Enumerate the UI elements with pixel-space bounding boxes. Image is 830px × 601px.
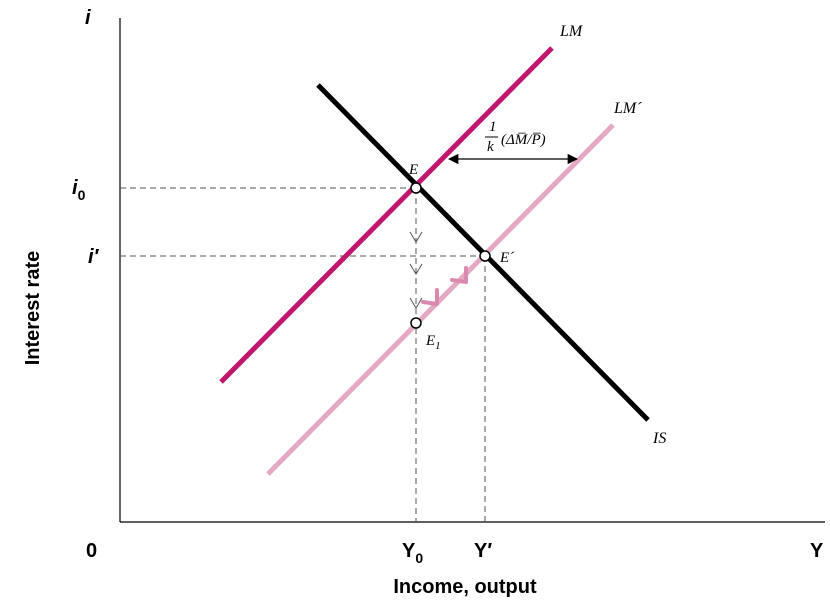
label-e1-base: E (425, 333, 435, 349)
down-arrows (409, 231, 423, 309)
tick-y0-base: Y (402, 540, 416, 562)
tick-y0-sub: 0 (415, 550, 423, 566)
x-axis-end-label: Y (810, 540, 824, 562)
path-arrow-2 (450, 266, 468, 284)
y-axis-top-label: i (85, 7, 91, 29)
shift-label-numerator: 1 (489, 119, 497, 135)
lm-prime-curve (266, 123, 615, 476)
point-e (410, 182, 422, 194)
lm-curve (219, 46, 554, 384)
label-e1: E1 (425, 333, 441, 352)
shift-label-expression: (ΔM̅/P̅) (501, 132, 546, 148)
tick-y-prime: Y′ (474, 540, 492, 562)
label-e: E (408, 162, 418, 178)
tick-i0-base: i (72, 177, 78, 199)
label-lm-prime: LM´ (613, 100, 642, 117)
shift-label: 1 k (ΔM̅/P̅) (485, 119, 546, 155)
down-arrow-1 (409, 231, 423, 243)
label-e1-sub: 1 (435, 340, 441, 352)
label-e-prime: E´ (499, 250, 515, 266)
adjustment-path-arrows (421, 266, 468, 306)
x-axis-title: Income, output (393, 576, 537, 598)
origin-label: 0 (86, 540, 97, 562)
point-e-prime (479, 250, 491, 262)
shift-label-denominator: k (487, 139, 494, 155)
y-axis-title: Interest rate (22, 251, 44, 366)
down-arrow-2 (409, 263, 423, 275)
tick-i0-sub: 0 (78, 187, 86, 203)
down-arrow-3 (409, 297, 423, 309)
path-arrow-1 (421, 288, 439, 306)
tick-i0: i0 (72, 177, 86, 203)
tick-y0: Y0 (402, 540, 423, 566)
point-e1 (410, 317, 422, 329)
label-is: IS (652, 430, 666, 447)
label-lm: LM (559, 23, 584, 40)
tick-i-prime: i′ (88, 246, 100, 268)
